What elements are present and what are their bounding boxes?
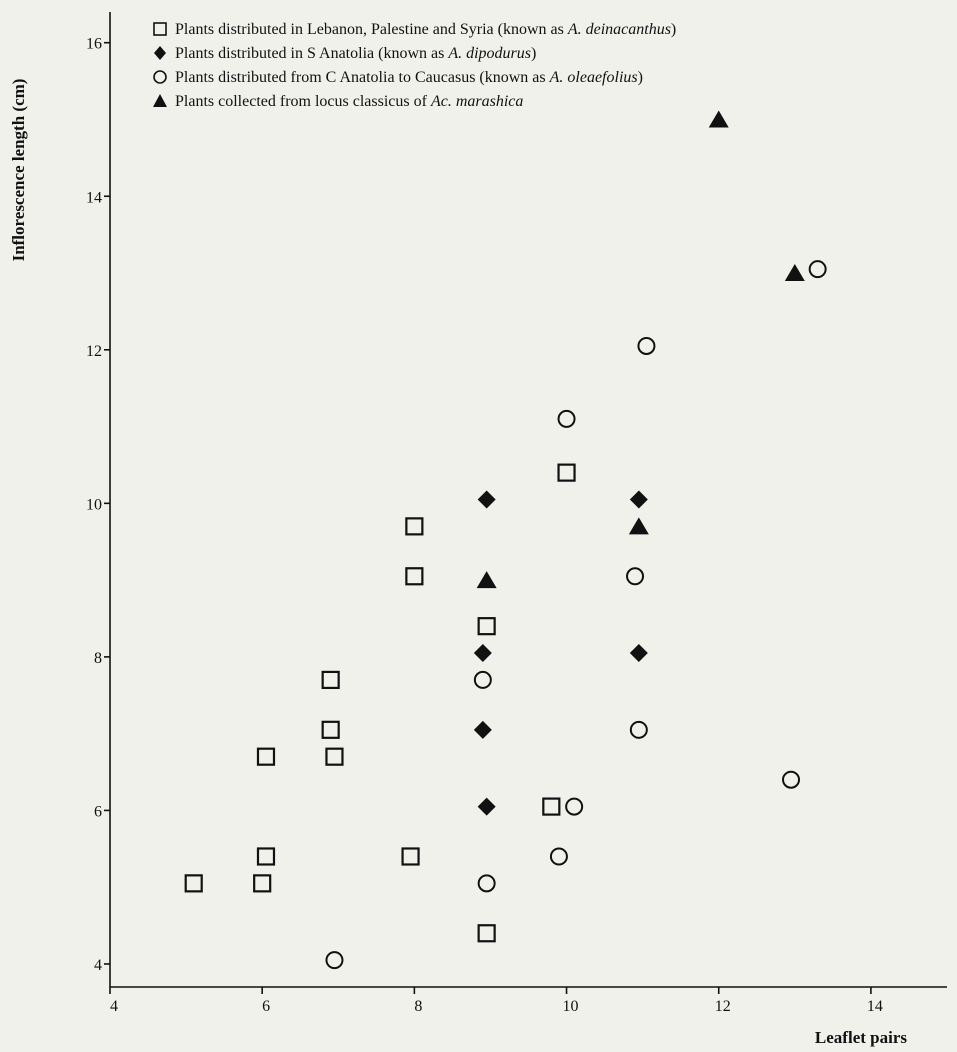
open-square-point xyxy=(542,797,561,816)
filled-diamond-point xyxy=(473,644,492,663)
open-square-point xyxy=(557,463,576,482)
y-tick-label: 10 xyxy=(86,496,102,513)
open-square-point xyxy=(477,617,496,636)
open-circle-point xyxy=(629,720,648,739)
x-tick-label: 14 xyxy=(867,998,883,1015)
x-tick-label: 8 xyxy=(414,998,422,1015)
axes xyxy=(109,12,947,988)
open-square-point xyxy=(321,720,340,739)
open-square-point xyxy=(405,567,424,586)
legend-open-square-icon xyxy=(153,22,167,36)
x-tick-label: 10 xyxy=(563,998,579,1015)
legend-open-circle-icon xyxy=(153,70,167,84)
y-tick-label: 14 xyxy=(86,189,102,206)
open-square-point xyxy=(321,670,340,690)
open-circle-point xyxy=(325,951,344,970)
filled-triangle-point xyxy=(628,517,649,535)
legend-entry-label: Plants distributed in S Anatolia (known … xyxy=(175,45,536,62)
filled-diamond-point xyxy=(477,490,496,509)
open-circle-point xyxy=(557,409,576,428)
open-square-point xyxy=(325,747,344,766)
x-tick-label: 12 xyxy=(715,998,731,1015)
x-tick-label: 4 xyxy=(110,998,118,1015)
filled-diamond-point xyxy=(473,720,492,739)
y-axis-title: Inflorescence length (cm) xyxy=(9,79,28,262)
open-circle-point xyxy=(626,567,645,586)
open-circle-point xyxy=(565,797,584,816)
y-tick-label: 16 xyxy=(86,36,102,53)
open-circle-point xyxy=(473,670,492,689)
x-axis-title: Leaflet pairs xyxy=(815,1028,907,1047)
open-square-point xyxy=(256,747,276,766)
open-square-point xyxy=(256,847,276,866)
open-square-point xyxy=(184,874,203,893)
open-circle-point xyxy=(477,874,496,893)
x-tick-label: 6 xyxy=(262,998,270,1015)
y-tick-label: 12 xyxy=(86,343,102,360)
y-axis-ticks: 4 6 8 10 12 14 16 xyxy=(86,36,110,974)
open-circle-point xyxy=(782,770,801,789)
legend-entry-label: Plants collected from locus classicus of… xyxy=(175,93,523,110)
x-axis-ticks: 4 6 8 10 12 14 xyxy=(109,987,883,1015)
filled-triangle-point xyxy=(708,110,729,128)
y-tick-label: 8 xyxy=(94,650,102,667)
open-square-point xyxy=(477,924,496,943)
open-circle-point xyxy=(549,847,568,866)
legend-filled-triangle-icon xyxy=(153,94,167,107)
open-square-point xyxy=(401,847,420,866)
open-square-point xyxy=(253,874,272,893)
open-square-point xyxy=(405,517,424,536)
y-tick-label: 4 xyxy=(94,957,102,974)
legend-entry-label: Plants distributed from C Anatolia to Ca… xyxy=(175,69,643,86)
open-circle-point xyxy=(808,260,827,279)
legend-entry-label: Plants distributed in Lebanon, Palestine… xyxy=(175,21,676,38)
filled-diamond-point xyxy=(629,644,648,663)
open-circle-point xyxy=(637,336,656,355)
filled-diamond-point xyxy=(477,797,496,816)
data-points xyxy=(184,110,827,970)
filled-triangle-point xyxy=(476,571,497,589)
filled-diamond-point xyxy=(629,490,648,509)
legend: Plants distributed in Lebanon, Palestine… xyxy=(153,21,676,110)
filled-triangle-point xyxy=(784,264,805,282)
y-tick-label: 6 xyxy=(94,803,102,820)
legend-filled-diamond-icon xyxy=(154,46,166,60)
